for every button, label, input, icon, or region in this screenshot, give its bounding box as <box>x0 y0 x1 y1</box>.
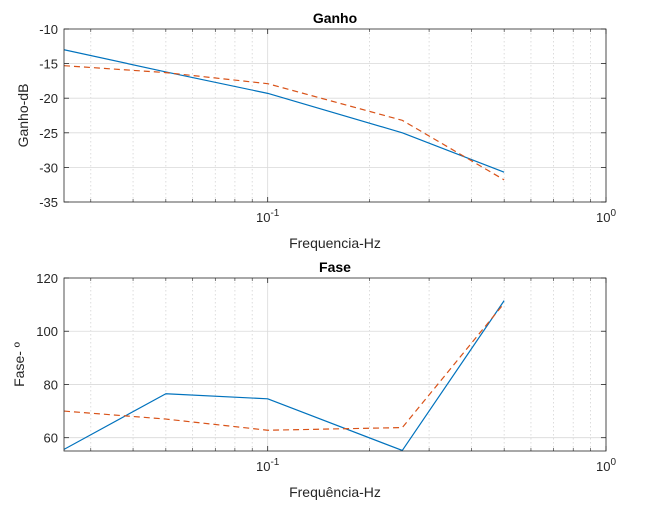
gain-series <box>64 49 505 181</box>
x-tick-label: 10-1 <box>256 208 280 225</box>
gain-x-tick-labels: 10-1 100 <box>256 208 616 225</box>
phase-grid <box>64 278 607 451</box>
x-tick-label-base: 10 <box>596 210 610 225</box>
series-area <box>64 300 505 451</box>
x-tick-label-exponent: -1 <box>270 457 279 468</box>
phase-title: Fase <box>319 259 351 275</box>
y-tick-label: -15 <box>39 57 58 72</box>
gain-title: Ganho <box>313 10 357 26</box>
gain-axes-background <box>64 29 606 202</box>
phase-y-axis-label: Fase- º <box>11 342 27 387</box>
phase-x-axis-label: Frequência-Hz <box>289 484 381 500</box>
gain-y-tick-labels: -35 -30 -25 -20 -15 -10 <box>39 22 58 210</box>
x-tick-label-base: 10 <box>256 210 270 225</box>
x-tick-label-exponent: 0 <box>610 208 616 219</box>
series-area <box>64 49 505 181</box>
gain-y-axis-label: Ganho-dB <box>15 84 31 148</box>
y-tick-label: -10 <box>39 22 58 37</box>
x-tick-label: 100 <box>596 457 616 474</box>
y-tick-label: -25 <box>39 126 58 141</box>
gain-axes-box <box>63 28 607 203</box>
dashed-series-line <box>64 302 505 431</box>
x-tick-label: 100 <box>596 208 616 225</box>
x-tick-label-exponent: -1 <box>270 208 279 219</box>
x-tick-label-base: 10 <box>596 459 610 474</box>
y-tick-label: -20 <box>39 91 58 106</box>
solid-series-line <box>64 300 505 451</box>
solid-series-line <box>64 49 505 173</box>
y-tick-label: -35 <box>39 195 58 210</box>
y-tick-label: -30 <box>39 160 58 175</box>
phase-axes-box <box>63 277 607 452</box>
y-tick-label: 80 <box>44 377 58 392</box>
y-tick-label: 120 <box>36 271 58 286</box>
phase-axes-background <box>64 278 606 451</box>
x-tick-label-exponent: 0 <box>610 457 616 468</box>
y-tick-label: 60 <box>44 431 58 446</box>
x-tick-label-base: 10 <box>256 459 270 474</box>
gain-x-axis-label: Frequencia-Hz <box>289 235 381 251</box>
dashed-series-line <box>64 65 505 181</box>
phase-x-tick-labels: 10-1 100 <box>256 457 616 474</box>
phase-y-tick-labels: 60 80 100 120 <box>36 271 58 446</box>
y-tick-label: 100 <box>36 324 58 339</box>
phase-ticks <box>64 277 607 451</box>
phase-series <box>64 300 505 451</box>
x-tick-label: 10-1 <box>256 457 280 474</box>
gain-ticks <box>64 28 607 203</box>
gain-plot: -35-30-25-20-15-10 10-1 100 Ganho Frequen… <box>15 10 616 251</box>
